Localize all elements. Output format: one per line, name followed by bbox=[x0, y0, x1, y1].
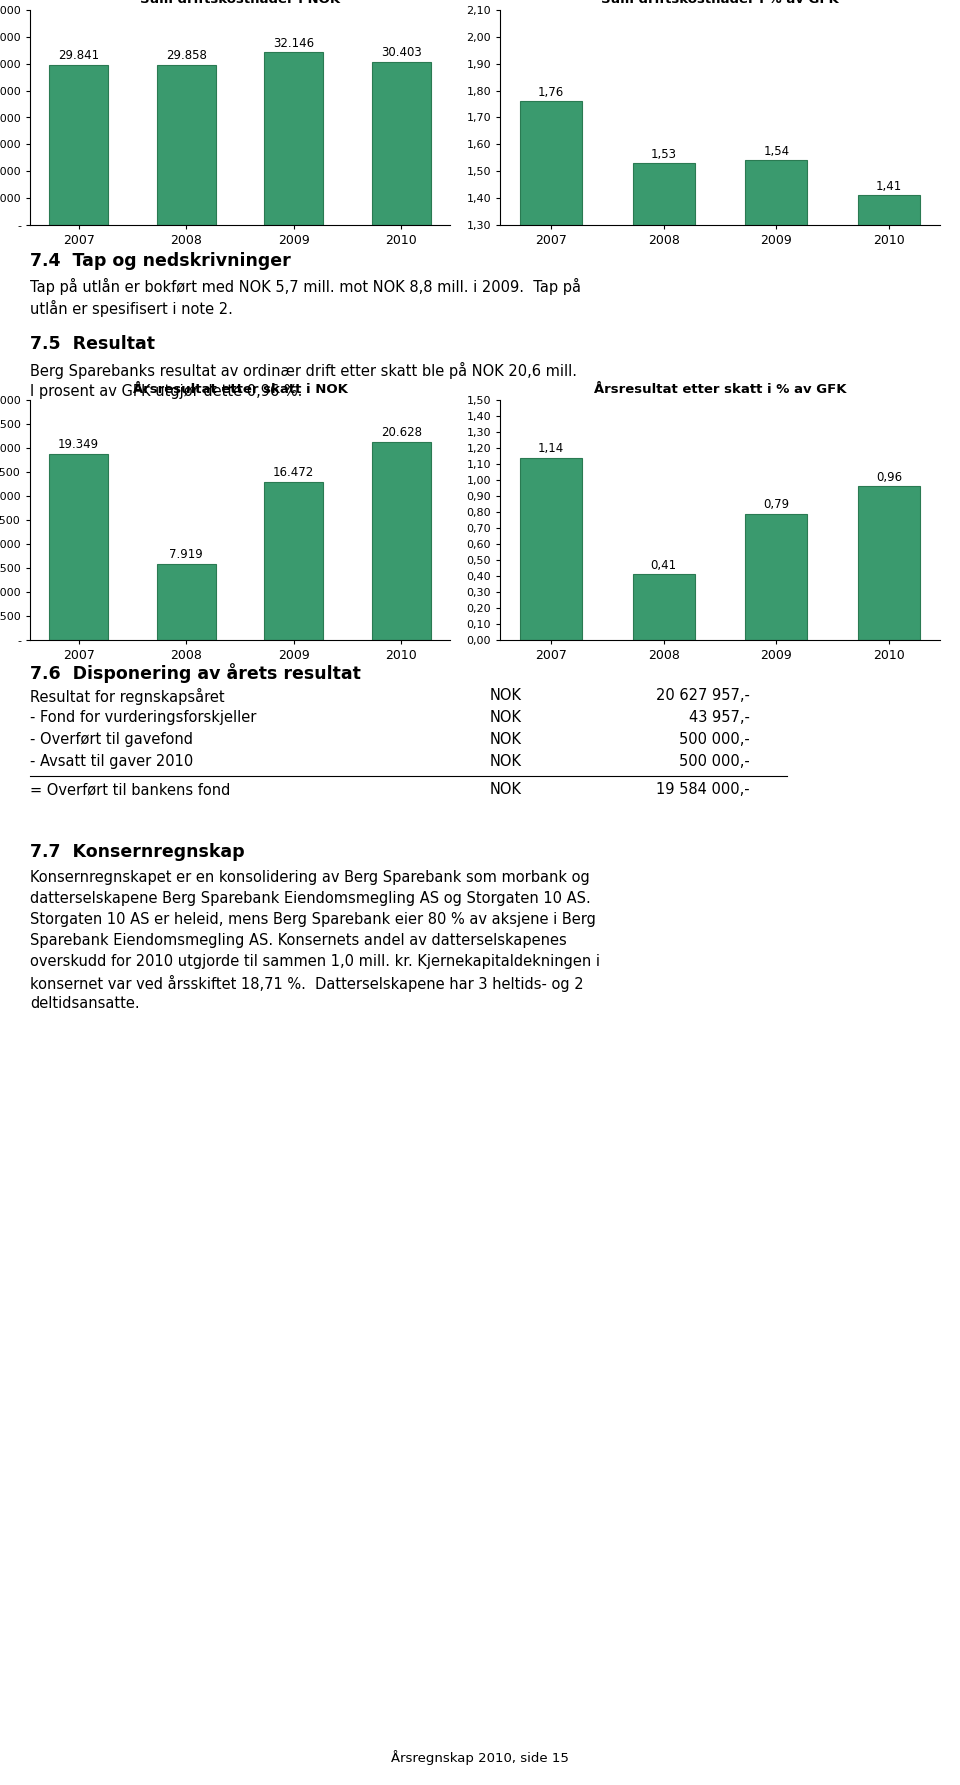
Bar bbox=[633, 575, 695, 641]
Text: 20 627 957,-: 20 627 957,- bbox=[656, 687, 750, 703]
Text: konsernet var ved årsskiftet 18,71 %.  Datterselskapene har 3 heltids- og 2: konsernet var ved årsskiftet 18,71 %. Da… bbox=[30, 975, 584, 992]
Title: Sum driftskostnader i % av GFK: Sum driftskostnader i % av GFK bbox=[601, 0, 839, 5]
Text: 1,76: 1,76 bbox=[538, 86, 564, 98]
Bar bbox=[372, 443, 431, 641]
Text: 0,41: 0,41 bbox=[651, 559, 677, 571]
Bar bbox=[633, 162, 695, 575]
Text: 7.4  Tap og nedskrivninger: 7.4 Tap og nedskrivninger bbox=[30, 252, 291, 270]
Bar bbox=[156, 564, 216, 641]
Bar bbox=[520, 102, 582, 575]
Text: 20.628: 20.628 bbox=[381, 427, 421, 439]
Text: datterselskapene Berg Sparebank Eiendomsmegling AS og Storgaten 10 AS.: datterselskapene Berg Sparebank Eiendoms… bbox=[30, 891, 590, 907]
Text: 1,54: 1,54 bbox=[763, 145, 789, 157]
Bar bbox=[858, 195, 920, 575]
Bar bbox=[49, 453, 108, 641]
Text: I prosent av GFK utgjør dette 0,96 %.: I prosent av GFK utgjør dette 0,96 %. bbox=[30, 384, 302, 400]
Bar bbox=[264, 52, 324, 225]
Bar bbox=[745, 514, 807, 641]
Text: 30.403: 30.403 bbox=[381, 46, 421, 59]
Text: 500 000,-: 500 000,- bbox=[680, 753, 750, 769]
Text: Sparebank Eiendomsmegling AS. Konsernets andel av datterselskapenes: Sparebank Eiendomsmegling AS. Konsernets… bbox=[30, 934, 566, 948]
Text: 7.6  Disponering av årets resultat: 7.6 Disponering av årets resultat bbox=[30, 662, 361, 684]
Title: Årsresultat etter skatt i NOK: Årsresultat etter skatt i NOK bbox=[132, 384, 348, 396]
Bar bbox=[264, 482, 324, 641]
Text: 7.7  Konsernregnskap: 7.7 Konsernregnskap bbox=[30, 843, 245, 860]
Bar bbox=[372, 62, 431, 225]
Bar bbox=[745, 161, 807, 575]
Text: 7.5  Resultat: 7.5 Resultat bbox=[30, 336, 155, 353]
Text: 43 957,-: 43 957,- bbox=[689, 710, 750, 725]
Text: 7.919: 7.919 bbox=[169, 548, 204, 560]
Text: - Avsatt til gaver 2010: - Avsatt til gaver 2010 bbox=[30, 753, 193, 769]
Text: Årsregnskap 2010, side 15: Årsregnskap 2010, side 15 bbox=[391, 1749, 569, 1765]
Text: deltidsansatte.: deltidsansatte. bbox=[30, 996, 139, 1010]
Bar bbox=[49, 64, 108, 225]
Title: Årsresultat etter skatt i % av GFK: Årsresultat etter skatt i % av GFK bbox=[593, 384, 847, 396]
Text: NOK: NOK bbox=[490, 782, 522, 796]
Text: 32.146: 32.146 bbox=[274, 37, 314, 50]
Bar bbox=[520, 457, 582, 641]
Text: NOK: NOK bbox=[490, 732, 522, 746]
Text: 19.349: 19.349 bbox=[59, 439, 99, 452]
Bar bbox=[156, 64, 216, 225]
Text: 1,41: 1,41 bbox=[876, 180, 902, 193]
Bar bbox=[858, 486, 920, 641]
Text: = Overført til bankens fond: = Overført til bankens fond bbox=[30, 782, 230, 796]
Text: Konsernregnskapet er en konsolidering av Berg Sparebank som morbank og: Konsernregnskapet er en konsolidering av… bbox=[30, 869, 589, 885]
Text: 1,53: 1,53 bbox=[651, 148, 677, 161]
Text: - Fond for vurderingsforskjeller: - Fond for vurderingsforskjeller bbox=[30, 710, 256, 725]
Text: overskudd for 2010 utgjorde til sammen 1,0 mill. kr. Kjernekapitaldekningen i: overskudd for 2010 utgjorde til sammen 1… bbox=[30, 953, 600, 969]
Text: Tap på utlån er bokført med NOK 5,7 mill. mot NOK 8,8 mill. i 2009.  Tap på: Tap på utlån er bokført med NOK 5,7 mill… bbox=[30, 278, 581, 295]
Text: 1,14: 1,14 bbox=[538, 441, 564, 455]
Text: 0,79: 0,79 bbox=[763, 498, 789, 511]
Text: 19 584 000,-: 19 584 000,- bbox=[657, 782, 750, 796]
Text: NOK: NOK bbox=[490, 753, 522, 769]
Title: Sum driftskostnader i NOK: Sum driftskostnader i NOK bbox=[140, 0, 340, 5]
Text: 0,96: 0,96 bbox=[876, 471, 902, 484]
Text: 29.841: 29.841 bbox=[59, 48, 99, 62]
Text: Storgaten 10 AS er heleid, mens Berg Sparebank eier 80 % av aksjene i Berg: Storgaten 10 AS er heleid, mens Berg Spa… bbox=[30, 912, 596, 926]
Text: 500 000,-: 500 000,- bbox=[680, 732, 750, 746]
Text: utlån er spesifisert i note 2.: utlån er spesifisert i note 2. bbox=[30, 300, 233, 318]
Text: NOK: NOK bbox=[490, 687, 522, 703]
Text: NOK: NOK bbox=[490, 710, 522, 725]
Text: - Overført til gavefond: - Overført til gavefond bbox=[30, 732, 193, 746]
Text: Berg Sparebanks resultat av ordinær drift etter skatt ble på NOK 20,6 mill.: Berg Sparebanks resultat av ordinær drif… bbox=[30, 362, 577, 378]
Text: Resultat for regnskapsåret: Resultat for regnskapsåret bbox=[30, 687, 225, 705]
Text: 16.472: 16.472 bbox=[274, 466, 315, 478]
Text: 29.858: 29.858 bbox=[166, 48, 206, 62]
